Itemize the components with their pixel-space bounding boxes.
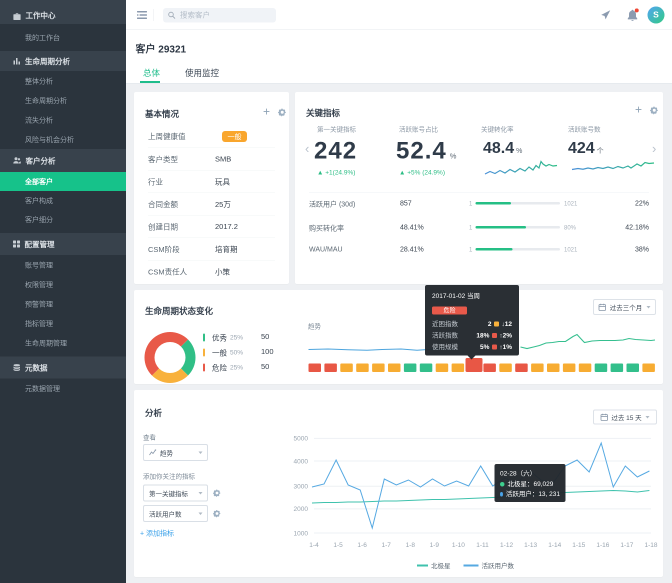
svg-text:1-8: 1-8 <box>406 542 416 549</box>
svg-text:1-14: 1-14 <box>548 542 561 549</box>
svg-text:1-6: 1-6 <box>357 542 367 549</box>
svg-text:1-10: 1-10 <box>452 542 465 549</box>
svg-text:1-4: 1-4 <box>309 542 319 549</box>
svg-text:1-13: 1-13 <box>524 542 537 549</box>
svg-text:2000: 2000 <box>294 506 309 513</box>
svg-text:1-17: 1-17 <box>620 542 633 549</box>
svg-text:1-16: 1-16 <box>596 542 609 549</box>
svg-text:1-7: 1-7 <box>382 542 392 549</box>
svg-text:1-11: 1-11 <box>476 542 489 549</box>
svg-text:1000: 1000 <box>294 530 309 537</box>
svg-text:3000: 3000 <box>294 483 309 490</box>
svg-text:5000: 5000 <box>294 436 309 443</box>
svg-text:1-9: 1-9 <box>430 542 440 549</box>
svg-text:1-12: 1-12 <box>500 542 513 549</box>
svg-text:1-15: 1-15 <box>572 542 585 549</box>
svg-text:1-18: 1-18 <box>644 542 657 549</box>
svg-text:1-5: 1-5 <box>333 542 343 549</box>
svg-text:4000: 4000 <box>294 458 309 465</box>
